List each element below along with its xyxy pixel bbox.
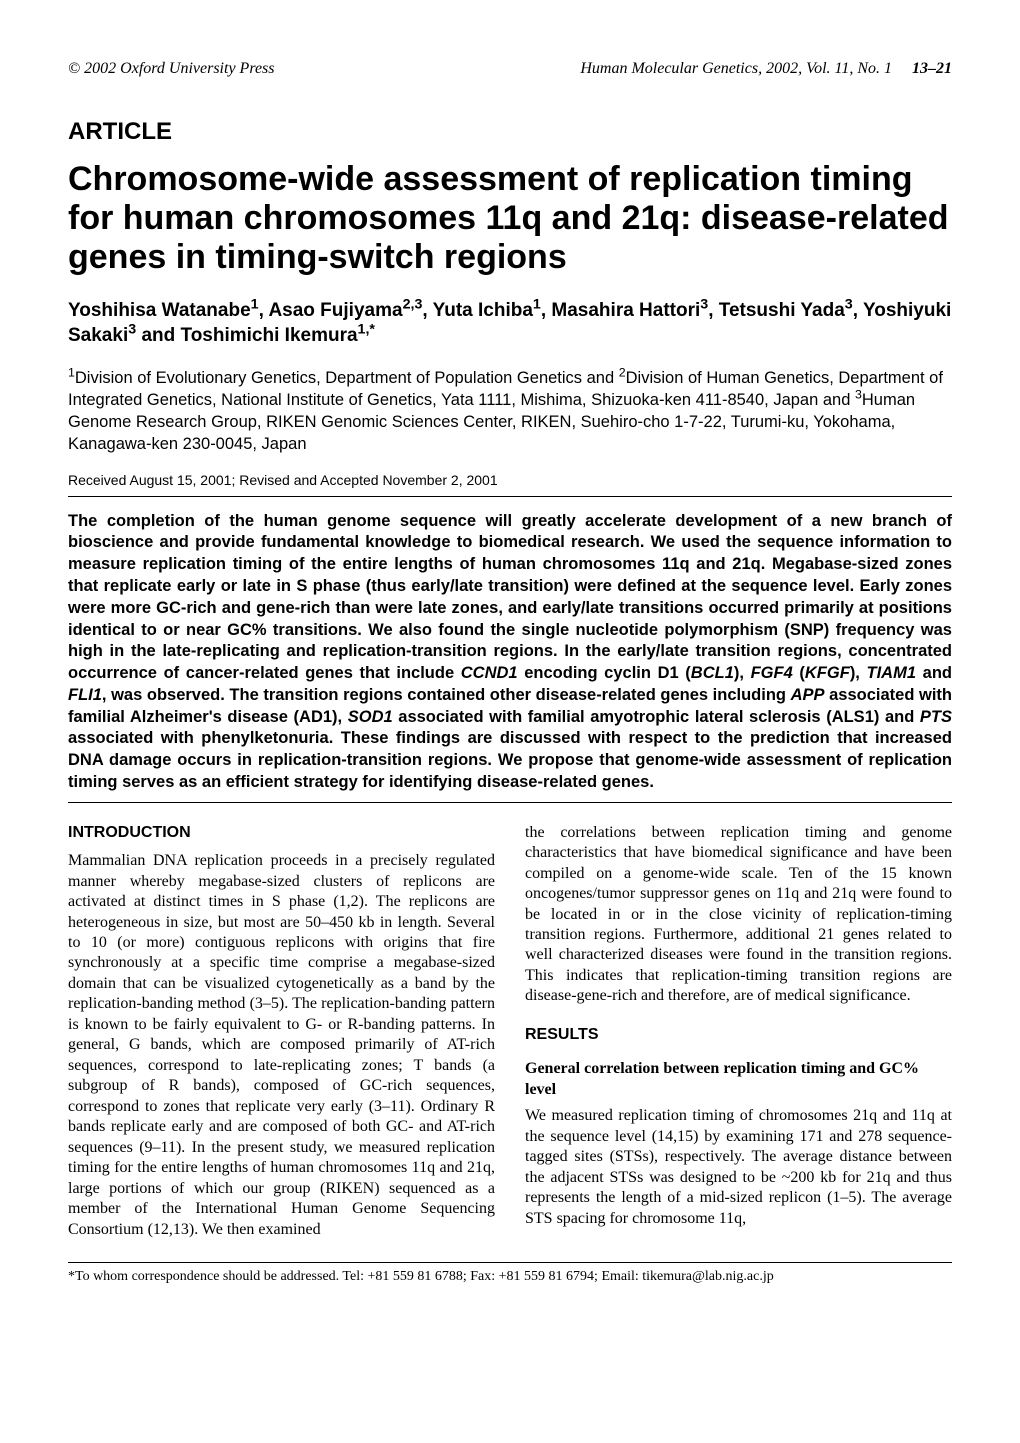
running-header: © 2002 Oxford University Press Human Mol…	[68, 60, 952, 78]
section-heading-introduction: INTRODUCTION	[68, 823, 495, 843]
abstract: The completion of the human genome seque…	[68, 511, 952, 794]
received-dates: Received August 15, 2001; Revised and Ac…	[68, 472, 952, 488]
results-para-1: We measured replication timing of chromo…	[525, 1106, 952, 1229]
affiliations: 1Division of Evolutionary Genetics, Depa…	[68, 367, 952, 456]
copyright-text: © 2002 Oxford University Press	[68, 60, 275, 78]
rule-below-abstract	[68, 802, 952, 803]
results-subheading-1: General correlation between replication …	[525, 1059, 952, 1100]
body-columns: INTRODUCTION Mammalian DNA replication p…	[68, 823, 952, 1242]
corresponding-author-footnote: *To whom correspondence should be addres…	[68, 1269, 952, 1285]
introduction-para-2: the correlations between replication tim…	[525, 823, 952, 1007]
journal-citation: Human Molecular Genetics, 2002, Vol. 11,…	[580, 60, 952, 78]
article-title: Chromosome-wide assessment of replicatio…	[68, 160, 952, 277]
journal-name: Human Molecular Genetics, 2002, Vol. 11,…	[580, 60, 892, 77]
rule-above-footnote	[68, 1262, 952, 1263]
article-label: ARTICLE	[68, 118, 952, 146]
introduction-para-1: Mammalian DNA replication proceeds in a …	[68, 851, 495, 1240]
page-range: 13–21	[912, 60, 952, 77]
rule-above-abstract	[68, 496, 952, 497]
author-list: Yoshihisa Watanabe1, Asao Fujiyama2,3, Y…	[68, 299, 952, 348]
section-heading-results: RESULTS	[525, 1025, 952, 1045]
